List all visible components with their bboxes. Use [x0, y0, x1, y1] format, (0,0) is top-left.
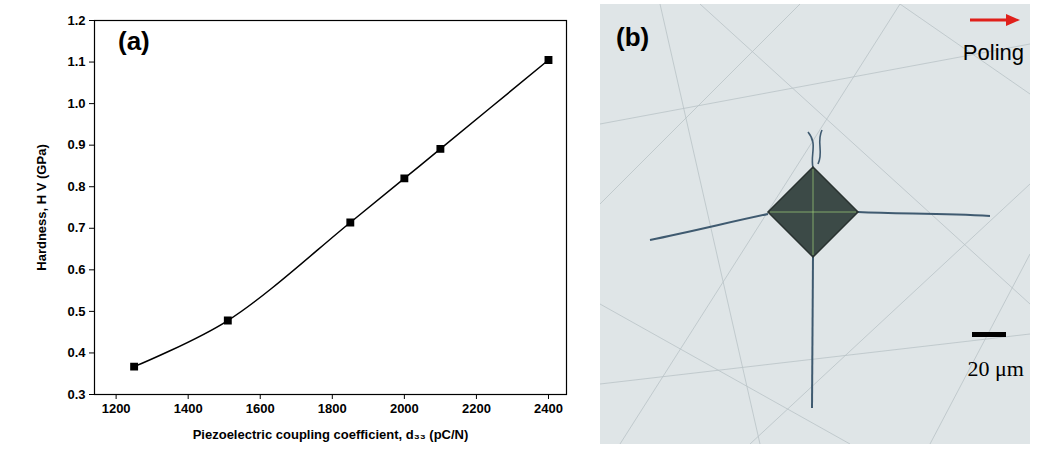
svg-text:0.5: 0.5 [67, 304, 85, 319]
svg-text:Poling: Poling [963, 40, 1024, 65]
svg-text:1200: 1200 [102, 401, 131, 416]
svg-text:0.4: 0.4 [67, 345, 86, 360]
svg-text:1800: 1800 [318, 401, 347, 416]
svg-text:1400: 1400 [174, 401, 203, 416]
svg-text:(b): (b) [616, 22, 649, 52]
svg-text:1600: 1600 [246, 401, 275, 416]
svg-text:0.6: 0.6 [67, 262, 85, 277]
html-text:(a): (a) [118, 26, 150, 56]
svg-text:20 μm: 20 μm [968, 356, 1024, 381]
svg-text:0.3: 0.3 [67, 387, 85, 402]
svg-text:0.9: 0.9 [67, 137, 85, 152]
svg-text:2400: 2400 [534, 401, 563, 416]
svg-text:Piezoelectric coupling coeffic: Piezoelectric coupling coefficient, d₃₃ … [193, 427, 469, 442]
svg-text:Hardness, H V (GPa): Hardness, H V (GPa) [34, 144, 49, 270]
svg-text:1.1: 1.1 [67, 54, 85, 69]
svg-text:2200: 2200 [462, 401, 491, 416]
svg-text:2000: 2000 [390, 401, 419, 416]
svg-text:0.7: 0.7 [67, 220, 85, 235]
svg-text:1.0: 1.0 [67, 96, 85, 111]
svg-text:1.2: 1.2 [67, 13, 85, 28]
svg-text:0.8: 0.8 [67, 179, 85, 194]
